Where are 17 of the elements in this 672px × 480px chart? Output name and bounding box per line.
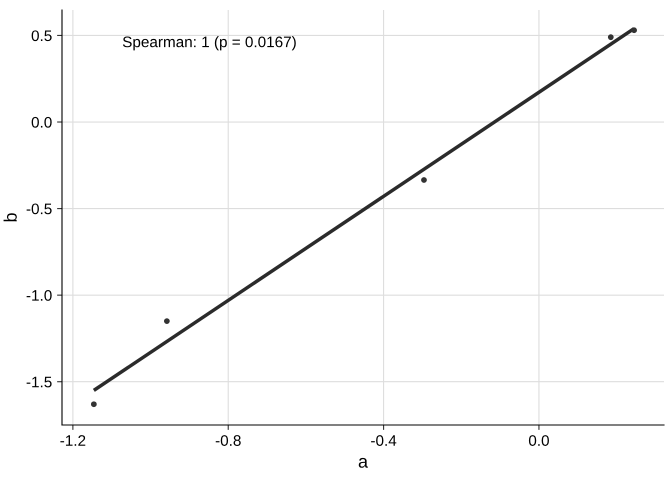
- y-tick-label: -1.5: [26, 376, 52, 388]
- x-tick-label: 0.0: [528, 435, 549, 446]
- y-tick-label: -1.0: [26, 290, 52, 301]
- point: [608, 34, 614, 40]
- y-tick-label: 0.5: [32, 30, 52, 42]
- point: [421, 177, 427, 183]
- x-tick-label: -0.4: [371, 435, 396, 446]
- x-tick-label: -0.8: [216, 435, 241, 446]
- annotation: Spearman: 1 (p = 0.0167): [122, 36, 296, 50]
- x-axis-title: a: [358, 458, 368, 468]
- point: [90, 401, 97, 408]
- y-tick-label: 0.0: [32, 116, 52, 128]
- point: [631, 27, 637, 34]
- point: [164, 318, 170, 324]
- y-axis-title: b: [4, 213, 17, 222]
- y-tick-label: -0.5: [26, 203, 52, 214]
- x-tick-label: -1.2: [60, 435, 86, 446]
